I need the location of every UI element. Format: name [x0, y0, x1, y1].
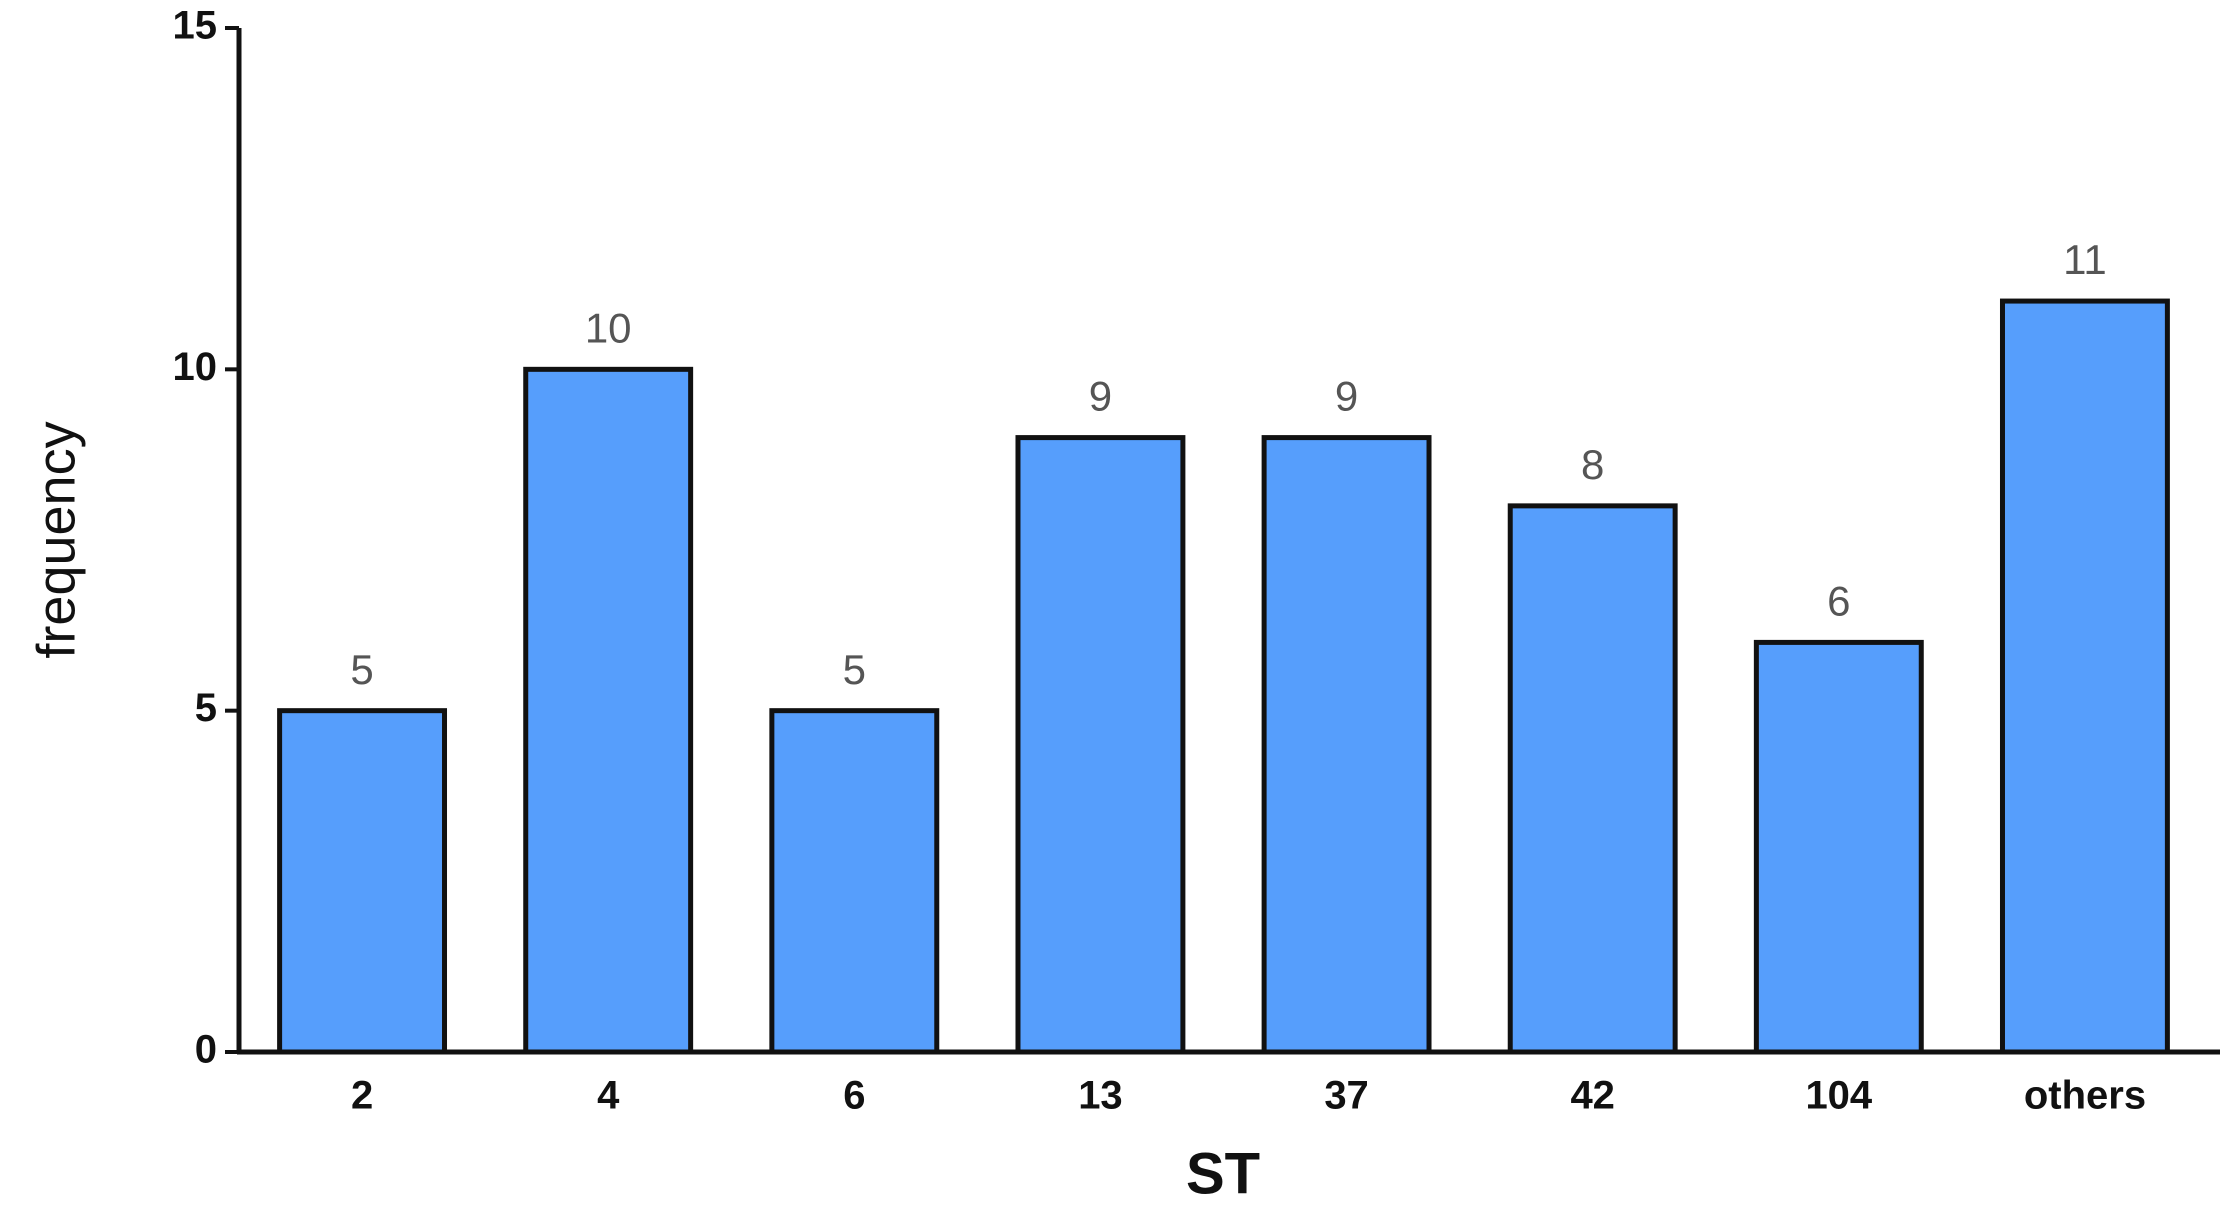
bar — [1015, 435, 1186, 1055]
value-label: 8 — [1581, 441, 1604, 488]
value-label: 10 — [585, 304, 632, 351]
value-label: 5 — [350, 646, 373, 693]
bar — [1261, 435, 1432, 1055]
y-tick-label: 15 — [173, 4, 218, 48]
bar — [769, 708, 940, 1055]
x-tick-label: 37 — [1324, 1074, 1369, 1118]
bar — [1999, 298, 2170, 1055]
value-label: 6 — [1827, 577, 1850, 624]
bar — [1507, 503, 1678, 1055]
x-tick-label: 2 — [351, 1074, 373, 1118]
y-axis-title: frequency — [26, 421, 86, 658]
x-tick-label: 13 — [1078, 1074, 1123, 1118]
y-tick-label: 5 — [195, 686, 217, 730]
x-tick-label: 4 — [597, 1074, 620, 1118]
bar — [277, 708, 448, 1055]
y-tick-label: 10 — [173, 345, 218, 389]
value-label: 9 — [1089, 373, 1112, 420]
x-tick-label: 6 — [843, 1074, 865, 1118]
bar — [523, 366, 694, 1055]
x-tick-label: 104 — [1805, 1074, 1872, 1118]
value-label: 9 — [1335, 373, 1358, 420]
value-label: 11 — [2063, 236, 2107, 283]
x-tick-label: others — [2024, 1074, 2146, 1118]
x-axis-title: ST — [1186, 1141, 1260, 1206]
bar — [1753, 639, 1924, 1055]
x-tick-label: 42 — [1570, 1074, 1615, 1118]
y-tick-label: 0 — [195, 1028, 217, 1072]
value-label: 5 — [843, 646, 866, 693]
